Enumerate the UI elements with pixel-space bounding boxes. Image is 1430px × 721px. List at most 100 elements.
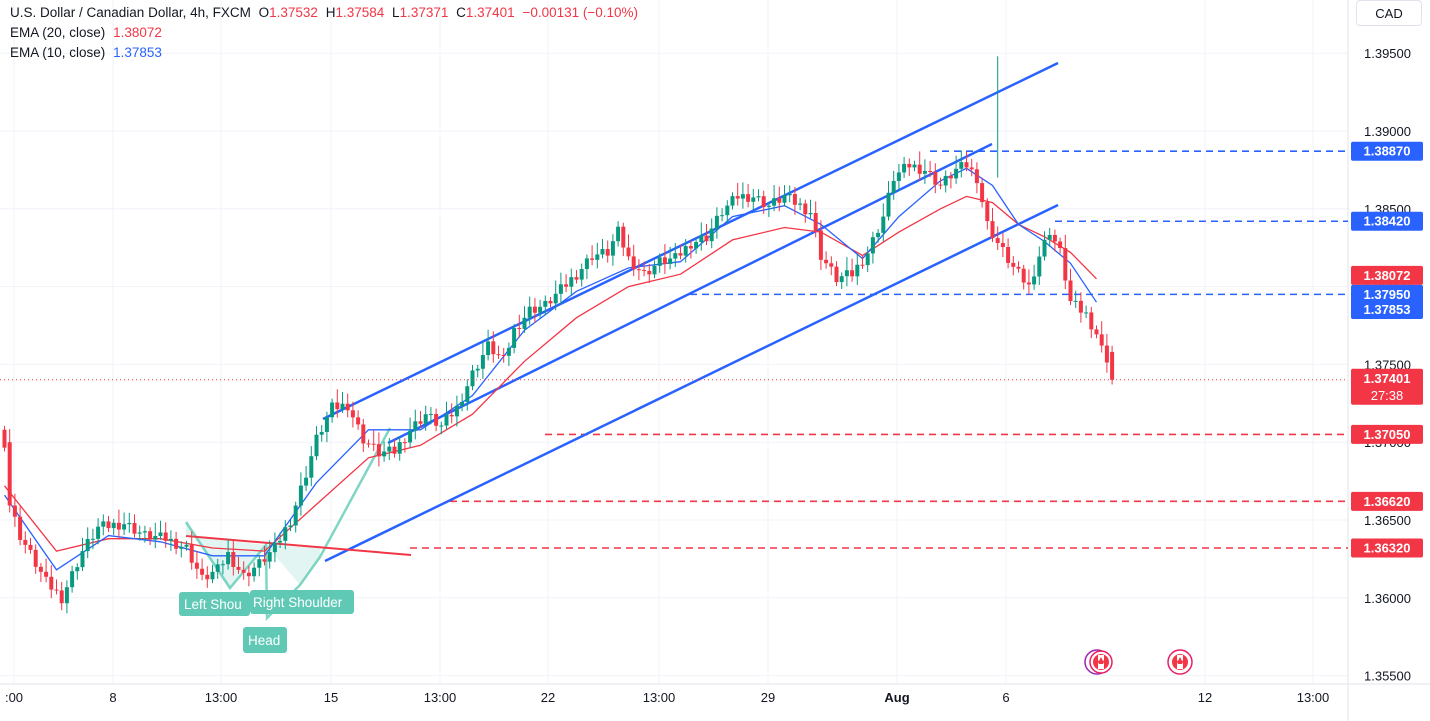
canada-flag-icon-2[interactable] — [1167, 649, 1193, 675]
legend-close: 1.37401 — [465, 5, 515, 20]
price-label-bg — [1351, 424, 1423, 444]
candle-body — [28, 544, 33, 550]
candle-body — [283, 527, 288, 541]
candle-body — [886, 192, 891, 217]
channel-middle-line[interactable] — [387, 142, 993, 445]
legend-ema20[interactable]: EMA (20, close) 1.38072 — [10, 23, 638, 43]
candle-body — [844, 270, 849, 277]
candle-body — [85, 538, 90, 552]
candle-body — [959, 162, 964, 169]
candle-body — [720, 215, 725, 217]
candle-body — [226, 552, 231, 565]
channel-lower-line[interactable] — [324, 203, 1059, 563]
candle-body — [870, 237, 875, 254]
candle-body — [2, 429, 7, 448]
head-label-bg — [243, 627, 287, 653]
ema20-line[interactable] — [3, 195, 1097, 552]
candle-body — [106, 521, 111, 529]
price-label-bg — [1351, 368, 1423, 405]
candle-body — [761, 196, 766, 207]
price-label-text: 1.37853 — [1364, 302, 1411, 317]
candle-body — [252, 567, 257, 577]
candle-body — [668, 258, 673, 264]
candle-body — [896, 172, 901, 181]
ema10-line[interactable] — [3, 167, 1098, 571]
candle-body — [746, 194, 751, 202]
candle-body — [1016, 266, 1021, 269]
currency-button[interactable]: CAD — [1356, 0, 1422, 26]
candle-body — [714, 215, 719, 229]
candle-body — [480, 355, 485, 369]
candle-body — [818, 230, 823, 260]
candle-body — [569, 277, 574, 287]
candle-body — [18, 516, 23, 540]
price-label-bg — [1351, 265, 1423, 285]
candle-body — [595, 254, 600, 260]
candle-body — [969, 167, 974, 170]
price-label-text: 1.38870 — [1364, 144, 1411, 159]
candle-body — [142, 531, 147, 533]
candle-body — [631, 256, 636, 270]
candle-body — [829, 263, 834, 267]
time-tick: 12 — [1198, 690, 1212, 705]
candle-body — [881, 216, 886, 233]
candle-body — [543, 300, 548, 307]
candle-body — [808, 213, 813, 215]
candle-body — [174, 538, 179, 549]
price-label-text: 1.36320 — [1364, 541, 1411, 556]
candle-body — [907, 163, 912, 168]
candle-body — [1042, 239, 1047, 257]
time-tick: :00 — [5, 690, 23, 705]
candle-body — [600, 249, 605, 255]
candle-body — [75, 567, 80, 572]
candle-body — [850, 270, 855, 277]
candle-body — [1006, 246, 1011, 263]
ema10-label: EMA (10, close) — [10, 45, 106, 60]
candle-body — [501, 355, 506, 357]
candle-body — [304, 477, 309, 486]
candle-body — [1089, 312, 1094, 330]
candle-body — [1026, 282, 1031, 285]
price-label-text: 1.38420 — [1364, 214, 1411, 229]
candle-body — [345, 403, 350, 411]
candle-body — [1037, 256, 1042, 277]
candle-body — [938, 184, 943, 186]
candle-body — [1021, 268, 1026, 283]
candle-body — [1099, 334, 1104, 346]
candle-body — [813, 213, 818, 231]
canada-flag-icon-1[interactable] — [1084, 649, 1113, 675]
candle-body — [933, 171, 938, 185]
candle-body — [1052, 234, 1057, 242]
candle-body — [413, 421, 418, 431]
candle-body — [257, 559, 262, 568]
candle-body — [688, 246, 693, 249]
candle-body — [272, 542, 277, 553]
candle-body — [428, 413, 433, 415]
price-tick: 1.37500 — [1364, 357, 1411, 372]
time-axis[interactable]: :00 8 13:00 15 13:00 22 13:00 29 Aug 6 12 13:00 — [5, 690, 1329, 705]
candle-body — [564, 284, 569, 287]
legend-low-label: L — [392, 5, 400, 20]
head-and-shoulders-pattern[interactable] — [184, 427, 412, 621]
time-tick: 15 — [324, 690, 338, 705]
candle-body — [298, 485, 303, 506]
candle-body — [153, 536, 158, 540]
candle-body — [382, 451, 387, 457]
candle-body — [917, 164, 922, 174]
candle-body — [725, 205, 730, 216]
candle-body — [23, 539, 28, 545]
economic-events[interactable] — [1084, 649, 1193, 675]
candle-body — [163, 532, 168, 541]
hs-neckline[interactable] — [185, 535, 412, 556]
trend-channel[interactable] — [322, 61, 1059, 563]
candle-body — [1011, 262, 1016, 267]
candle-body — [834, 266, 839, 283]
hs-zigzag[interactable] — [184, 427, 392, 621]
price-tick: 1.39000 — [1364, 124, 1411, 139]
candle-body — [262, 559, 267, 562]
legend-ema10[interactable]: EMA (10, close) 1.37853 — [10, 43, 638, 63]
price-tick: 1.36500 — [1364, 513, 1411, 528]
candle-body — [90, 538, 95, 540]
